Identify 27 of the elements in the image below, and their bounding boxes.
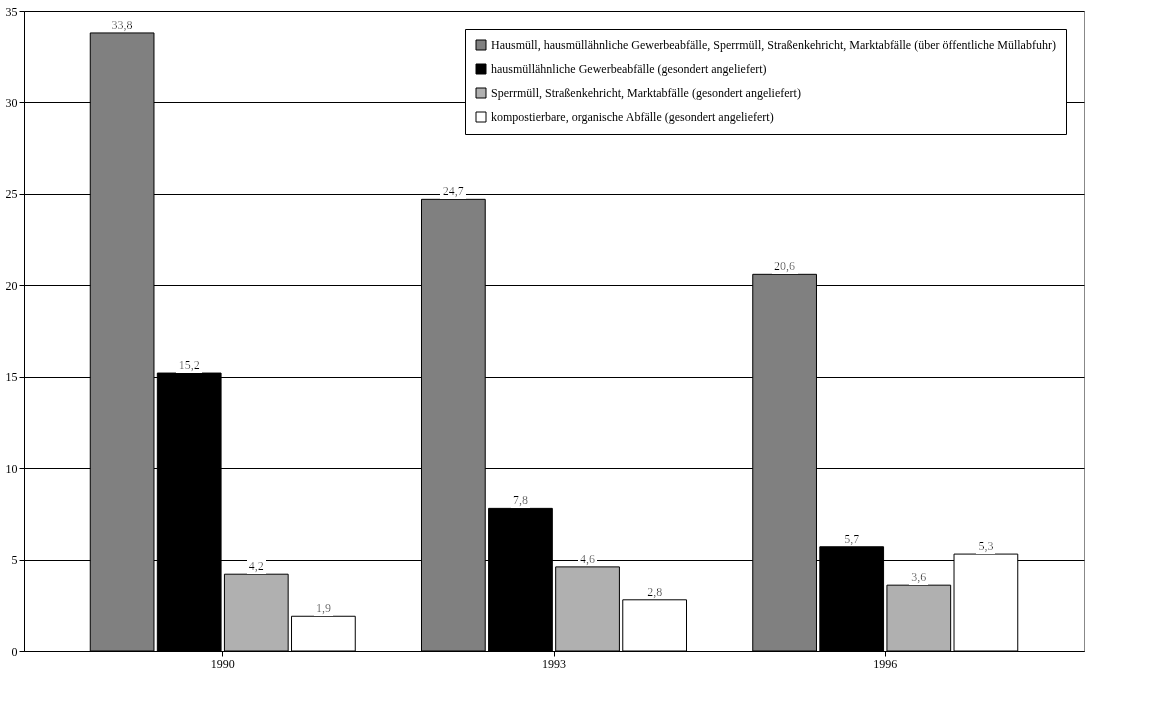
data-label: 3,6 [911,570,927,585]
legend-label: Hausmüll, hausmüllähnliche Gewerbeabfälle, Sperrmüll, Straßenkehricht, Marktabfälle (über öffentliche Müllabfuhr) [491,38,1056,52]
y-tick-label: 0 [11,644,18,659]
y-tick-label: 20 [5,278,18,293]
legend-label: Sperrmüll, Straßenkehricht, Marktabfälle (gesondert angeliefert) [491,86,801,100]
legend-label: hausmüllähnliche Gewerbeabfälle (gesondert angeliefert) [491,62,767,76]
data-label: 4,6 [580,551,596,566]
data-label: 15,2 [178,358,200,373]
data-label: 24,7 [442,184,464,199]
legend-label: kompostierbare, organische Abfälle (gesondert angeliefert) [491,110,774,124]
x-tick-label: 1993 [542,656,566,671]
data-label: 5,7 [844,531,860,546]
data-label: 5,3 [978,539,994,554]
data-label: 1,9 [315,601,331,616]
y-tick-label: 30 [5,95,18,110]
y-tick-label: 15 [5,370,18,385]
y-tick-label: 5 [11,553,18,568]
y-tick-label: 25 [5,187,18,202]
x-tick-label: 1996 [873,656,898,671]
data-label: 33,8 [111,17,133,32]
data-label: 2,8 [647,584,663,599]
data-label: 20,6 [774,259,796,274]
y-tick-label: 10 [5,461,18,476]
y-tick-label: 35 [5,4,18,19]
data-label: 4,2 [248,559,264,574]
x-tick-label: 1990 [210,656,235,671]
data-label: 7,8 [512,493,528,508]
